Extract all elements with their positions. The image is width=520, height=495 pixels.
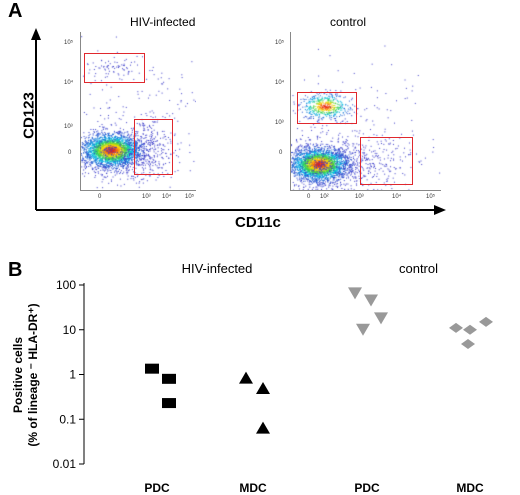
xtick-control-1e4: 10⁴ xyxy=(392,194,402,200)
marker-pdc-hiv-2 xyxy=(162,398,176,409)
ytick-control-1e4: 10⁴ xyxy=(275,80,285,86)
ytick-hiv-1e3: 10³ xyxy=(64,124,73,130)
panel-a-axes xyxy=(31,28,446,215)
marker-mdc-hiv-2 xyxy=(256,421,270,434)
marker-pdc-control-3 xyxy=(356,323,370,336)
ytick-hiv-1e5: 10⁵ xyxy=(64,40,74,46)
xtick-hiv-1e3: 10³ xyxy=(142,194,151,200)
x-axis-label-cd11c: CD11c xyxy=(235,214,281,231)
x-category-label-3: MDC xyxy=(456,481,484,495)
marker-mdc-control-1 xyxy=(463,324,477,335)
y-tick-label-0: 100 xyxy=(56,278,76,292)
marker-pdc-hiv-0 xyxy=(145,363,159,374)
panel-a-letter: A xyxy=(8,0,23,22)
y-tick-label-1: 10 xyxy=(63,323,77,337)
xtick-control-1e3: 10³ xyxy=(355,194,364,200)
marker-mdc-hiv-1 xyxy=(256,381,270,394)
xtick-hiv-1e5: 10⁵ xyxy=(185,194,195,200)
facs-plot-control xyxy=(290,32,441,191)
group-label-1: control xyxy=(399,261,438,276)
plot-title-hiv: HIV-infected xyxy=(130,15,196,29)
x-category-label-2: PDC xyxy=(354,481,380,495)
xtick-control-1e5: 10⁵ xyxy=(426,194,436,200)
marker-mdc-control-3 xyxy=(461,339,475,350)
panel-b-letter: B xyxy=(8,259,22,281)
y-tick-label-2: 1 xyxy=(69,368,76,382)
gate-mdc-control xyxy=(360,137,413,185)
xtick-control-1e2: 10² xyxy=(320,194,329,200)
marker-pdc-hiv-1 xyxy=(162,373,176,384)
group-label-0: HIV-infected xyxy=(182,261,253,276)
marker-pdc-control-1 xyxy=(364,294,378,307)
gate-pdc-hiv xyxy=(84,53,145,83)
marker-pdc-control-0 xyxy=(348,287,362,300)
xtick-hiv-1e4: 10⁴ xyxy=(162,194,172,200)
facs-density-hiv xyxy=(81,32,196,190)
plot-title-control: control xyxy=(330,15,367,29)
x-category-label-0: PDC xyxy=(144,481,170,495)
ytick-control-1e3: 10³ xyxy=(275,120,284,126)
marker-pdc-control-2 xyxy=(374,312,388,325)
ytick-control-1e5: 10⁵ xyxy=(275,40,285,46)
xtick-control-0: 0 xyxy=(307,194,311,200)
facs-density-control xyxy=(291,32,441,190)
facs-plot-hiv xyxy=(80,32,196,191)
ytick-control-0: 0 xyxy=(279,150,283,156)
y-tick-label-3: 0.1 xyxy=(59,412,76,426)
xtick-hiv-0: 0 xyxy=(98,194,102,200)
y-tick-label-4: 0.01 xyxy=(53,457,77,471)
x-category-label-1: MDC xyxy=(239,481,267,495)
gate-pdc-control xyxy=(297,92,357,124)
marker-mdc-control-2 xyxy=(479,316,493,327)
ytick-hiv-0: 0 xyxy=(68,150,72,156)
ytick-hiv-1e4: 10⁴ xyxy=(64,80,74,86)
marker-mdc-control-0 xyxy=(449,322,463,333)
y-axis-label: Positive cells(% of lineage ⁻ HLA-DR⁺) xyxy=(11,303,40,446)
marker-mdc-hiv-0 xyxy=(239,371,253,384)
gate-mdc-hiv xyxy=(134,119,173,175)
